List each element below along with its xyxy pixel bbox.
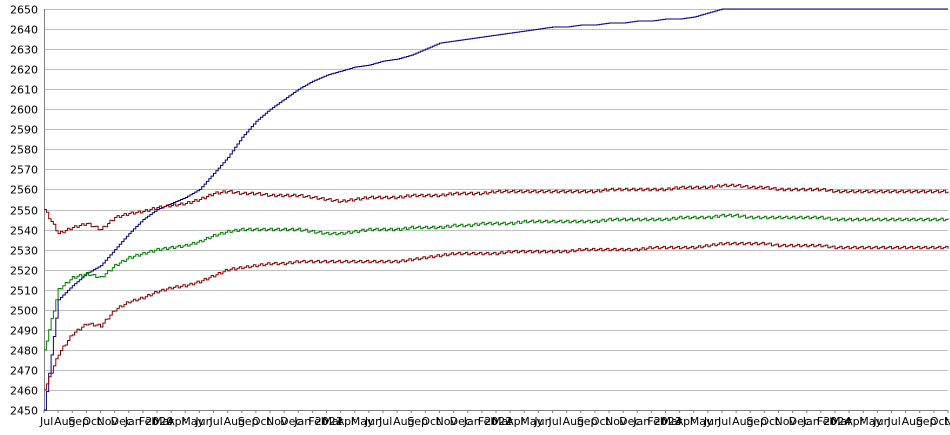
y-tick-label: 2570 (10, 164, 38, 177)
x-tick-label: Jan 2020 (124, 415, 173, 428)
y-tick-label: 2600 (10, 104, 38, 117)
x-tick-label: Aug (224, 415, 245, 428)
y-tick-label: 2500 (10, 305, 38, 318)
y-tick-label: 2620 (10, 64, 38, 77)
x-tick-label: Oct (252, 415, 272, 428)
x-tick-label: Jul (548, 415, 562, 428)
y-tick-label: 2450 (10, 405, 38, 418)
y-tick-label: 2590 (10, 124, 38, 137)
series-line-4 (44, 241, 949, 391)
x-tick-label: Sep (916, 415, 937, 428)
y-tick-label: 2610 (10, 84, 38, 97)
x-tick-label: Sep (407, 415, 428, 428)
x-tick-label: Jul (378, 415, 392, 428)
x-tick-label: Jul (717, 415, 731, 428)
x-tick-label: May (520, 415, 543, 428)
x-tick-label: Sep (577, 415, 598, 428)
x-tick-label: Oct (421, 415, 441, 428)
x-tick-label: Mar (662, 415, 683, 428)
x-tick-label: Sep (746, 415, 767, 428)
x-tick-label: Sep (238, 415, 259, 428)
x-tick-label: Feb (817, 415, 836, 428)
x-tick-label: Jun (364, 415, 382, 428)
y-tick-label: 2480 (10, 345, 38, 358)
x-tick-label: Oct (82, 415, 102, 428)
x-tick-label: Jun (194, 415, 212, 428)
x-tick-label: Sep (68, 415, 89, 428)
y-tick-label: 2540 (10, 225, 38, 238)
x-tick-label: Jul (887, 415, 901, 428)
y-tick-label: 2580 (10, 144, 38, 157)
x-tick-label: Nov (97, 415, 119, 428)
x-tick-label: Jun (533, 415, 551, 428)
x-tick-label: Jul (39, 415, 53, 428)
x-tick-label: Aug (393, 415, 414, 428)
grid-lines (44, 9, 948, 411)
series-lines (44, 8, 949, 411)
y-tick-label: 2530 (10, 245, 38, 258)
x-tick-label: Aug (902, 415, 923, 428)
x-tick-label: Feb (308, 415, 327, 428)
x-tick-label: Apr (337, 415, 357, 428)
y-tick-label: 2640 (10, 24, 38, 37)
x-tick-label: Mar (831, 415, 852, 428)
y-tick-label: 2550 (10, 205, 38, 218)
x-tick-label: Jan 2024 (802, 415, 851, 428)
x-tick-label: Aug (563, 415, 584, 428)
x-tick-label: Mar (153, 415, 174, 428)
y-tick-label: 2490 (10, 325, 38, 338)
x-tick-label: Jan 2023 (632, 415, 681, 428)
y-tick-label: 2560 (10, 184, 38, 197)
x-tick-label: Dec (789, 415, 810, 428)
x-tick-label: Nov (266, 415, 288, 428)
series-line-3 (44, 213, 949, 351)
x-tick-label: Jul (209, 415, 223, 428)
x-tick-label: Apr (845, 415, 865, 428)
x-tick-label: Nov (436, 415, 458, 428)
y-tick-label: 2510 (10, 285, 38, 298)
x-tick-label: Dec (111, 415, 132, 428)
x-tick-label: Apr (167, 415, 187, 428)
x-tick-label: Dec (450, 415, 471, 428)
x-tick-label: Apr (676, 415, 696, 428)
x-tick-label: Jun (703, 415, 721, 428)
x-tick-label: Oct (591, 415, 611, 428)
y-axis: 2450 2460 2470 2480 2490 2500 2510 2520 2530 2540… (10, 4, 45, 418)
x-tick-label: Nov (605, 415, 627, 428)
y-tick-label: 2650 (10, 4, 38, 17)
x-tick-label: Dec (619, 415, 640, 428)
y-tick-label: 2460 (10, 385, 38, 398)
series-line-2 (44, 183, 949, 235)
x-tick-label: Mar (492, 415, 513, 428)
x-tick-label: Nov (775, 415, 797, 428)
y-tick-label: 2630 (10, 44, 38, 57)
x-tick-label: Feb (139, 415, 158, 428)
x-tick-label: Oct (930, 415, 950, 428)
x-tick-label: May (181, 415, 204, 428)
x-tick-label: Jan 2021 (293, 415, 342, 428)
x-tick-label: May (351, 415, 374, 428)
x-tick-label: May (859, 415, 882, 428)
x-tick-label: Nov (944, 415, 950, 428)
y-tick-label: 2470 (10, 365, 38, 378)
x-tick-label: Dec (280, 415, 301, 428)
series-line-1 (44, 8, 948, 411)
x-tick-label: Feb (478, 415, 497, 428)
x-tick-label: Mar (323, 415, 344, 428)
x-tick-label: Feb (647, 415, 666, 428)
x-tick-label: Aug (54, 415, 75, 428)
x-tick-label: May (690, 415, 713, 428)
x-tick-label: Aug (732, 415, 753, 428)
x-tick-label: Jan 2022 (463, 415, 512, 428)
y-tick-label: 2520 (10, 265, 38, 278)
x-tick-label: Apr (506, 415, 526, 428)
x-tick-label: Oct (760, 415, 780, 428)
x-tick-label: Jun (872, 415, 890, 428)
